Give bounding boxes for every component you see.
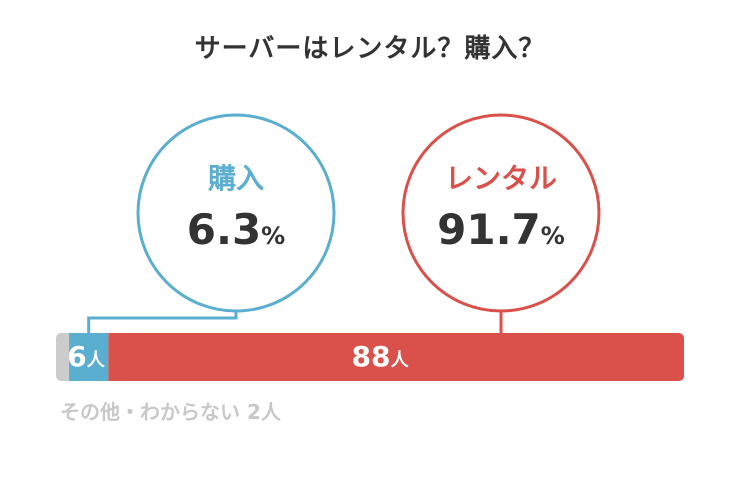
rental-circle-label: レンタル (445, 162, 557, 195)
bar-segment-other (56, 333, 70, 381)
bar-label-purchase: 6人 (67, 340, 105, 373)
bar-segment-rental (108, 333, 684, 381)
bar-segment-purchase (69, 333, 109, 381)
bar-label-rental: 88人 (352, 340, 410, 373)
chart-title: サーバーはレンタル？購入？ (194, 34, 546, 64)
other-note: その他・わからない 2人 (60, 400, 281, 424)
stacked-bar: 6人 88人 (56, 333, 684, 381)
rental-percent-value: 91.7% (437, 205, 565, 254)
rental-circle (401, 113, 601, 313)
purchase-percent-value: 6.3% (187, 205, 285, 254)
purchase-circle-label: 購入 (208, 162, 264, 195)
purchase-connector-line (87, 311, 238, 333)
purchase-circle (136, 113, 336, 313)
